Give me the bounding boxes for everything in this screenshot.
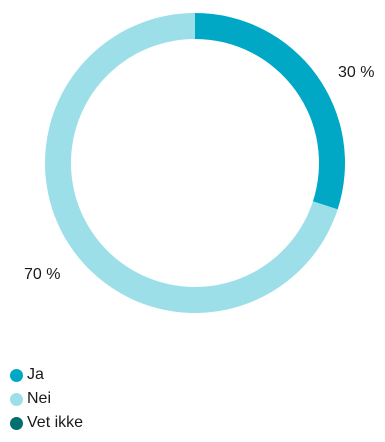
donut-slice-ja — [195, 13, 345, 210]
legend-label-ja: Ja — [27, 366, 44, 383]
donut-slices — [45, 13, 345, 313]
legend-swatch-ja — [10, 368, 23, 382]
donut-data-labels: 30 % 70 % — [24, 64, 374, 283]
data-label-nei: 70 % — [24, 266, 60, 283]
legend-item-ja: Ja — [10, 364, 83, 386]
legend-label-vet-ikke: Vet ikke — [27, 414, 84, 431]
legend-swatch-nei — [10, 392, 23, 406]
data-label-ja: 30 % — [338, 64, 374, 81]
legend-label-nei: Nei — [27, 390, 52, 407]
legend-item-vet-ikke: Vet ikke — [10, 412, 83, 434]
legend-swatch-vet-ikke — [10, 416, 23, 430]
chart-legend: Ja Nei Vet ikke — [10, 364, 83, 434]
legend-item-nei: Nei — [10, 388, 83, 410]
